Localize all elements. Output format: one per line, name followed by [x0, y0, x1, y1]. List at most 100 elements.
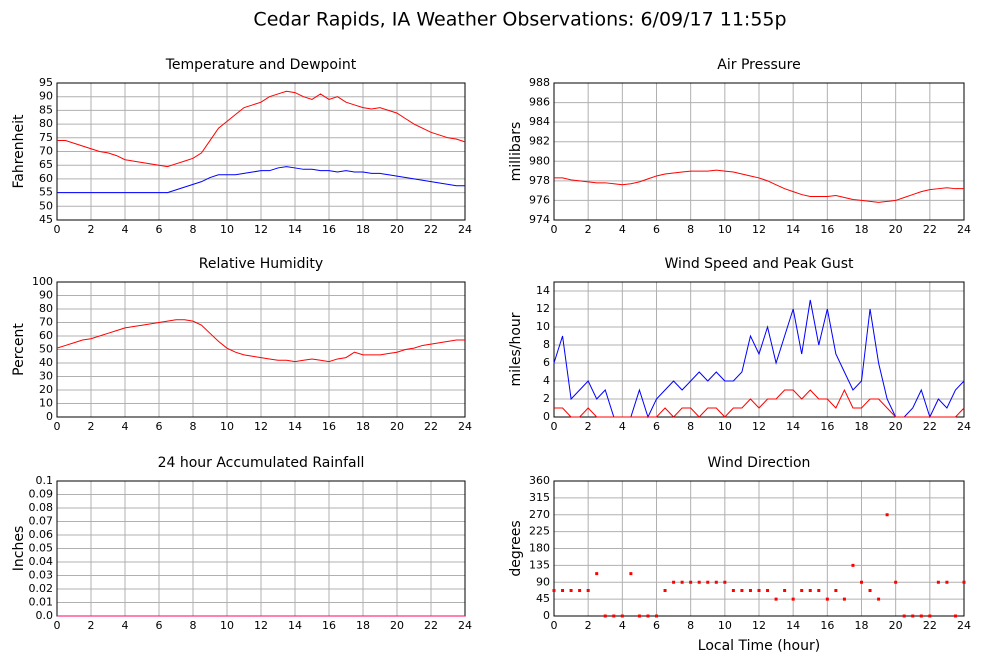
- x-tick-label: 12: [752, 223, 766, 236]
- data-point: [637, 614, 641, 618]
- subplot-title: Relative Humidity: [199, 256, 323, 272]
- y-tick-label: 225: [529, 525, 550, 538]
- data-point: [766, 589, 770, 592]
- x-tick-label: 6: [653, 420, 660, 433]
- y-axis-label: Fahrenheit: [11, 114, 27, 189]
- data-point: [697, 580, 701, 584]
- x-tick-label: 20: [889, 420, 903, 433]
- subplot-title: Wind Speed and Peak Gust: [665, 256, 854, 272]
- y-tick-label: 100: [32, 275, 53, 288]
- x-tick-label: 8: [687, 420, 694, 433]
- data-point: [928, 614, 932, 618]
- x-tick-label: 0: [551, 223, 558, 236]
- y-tick-label: 0: [543, 410, 550, 423]
- x-tick-label: 10: [718, 619, 732, 632]
- data-line: [554, 388, 965, 418]
- x-axis-label: Local Time (hour): [698, 638, 820, 654]
- x-tick-label: 24: [458, 420, 472, 433]
- y-tick-label: 70: [39, 145, 53, 158]
- y-tick-label: 90: [39, 289, 53, 302]
- plot-frame: [553, 480, 965, 617]
- y-tick-label: 55: [39, 186, 53, 199]
- y-axis-label: miles/hour: [508, 312, 524, 386]
- y-tick-label: 0.07: [29, 515, 54, 528]
- x-tick-label: 20: [889, 223, 903, 236]
- plot-frame: [553, 281, 965, 418]
- data-point: [817, 589, 821, 592]
- data-point: [953, 614, 957, 618]
- y-tick-label: 40: [39, 356, 53, 369]
- y-axis-label: millibars: [508, 122, 524, 182]
- x-tick-label: 14: [288, 619, 302, 632]
- y-tick-label: 85: [39, 103, 53, 116]
- y-tick-label: 0.05: [29, 542, 54, 555]
- x-tick-label: 14: [288, 420, 302, 433]
- data-point: [740, 589, 744, 592]
- subplot-title: Air Pressure: [717, 57, 800, 73]
- plot-frame: [553, 82, 965, 221]
- x-tick-label: 14: [786, 223, 800, 236]
- y-tick-label: 50: [39, 343, 53, 356]
- x-tick-label: 6: [156, 223, 163, 236]
- data-line: [554, 169, 964, 203]
- y-tick-label: 70: [39, 316, 53, 329]
- y-axis-label: degrees: [508, 520, 524, 576]
- y-tick-label: 0.0: [36, 609, 54, 622]
- x-tick-label: 12: [254, 420, 268, 433]
- x-tick-label: 8: [190, 223, 197, 236]
- subplot-title: Temperature and Dewpoint: [165, 57, 357, 73]
- y-tick-label: 6: [543, 356, 550, 369]
- y-tick-label: 8: [543, 338, 550, 351]
- data-point: [919, 614, 923, 618]
- data-point: [936, 580, 940, 584]
- y-axis-label: Inches: [11, 526, 27, 571]
- x-tick-label: 8: [687, 619, 694, 632]
- y-tick-label: 0: [543, 609, 550, 622]
- x-tick-label: 6: [653, 619, 660, 632]
- data-point: [885, 513, 889, 517]
- y-tick-label: 988: [529, 76, 550, 89]
- y-tick-label: 95: [39, 76, 53, 89]
- x-tick-label: 2: [88, 223, 95, 236]
- x-tick-label: 6: [156, 420, 163, 433]
- x-tick-label: 0: [54, 619, 61, 632]
- data-point: [663, 589, 667, 592]
- x-tick-label: 4: [122, 223, 129, 236]
- x-tick-label: 24: [957, 619, 971, 632]
- x-tick-label: 22: [424, 420, 438, 433]
- x-tick-label: 18: [855, 420, 869, 433]
- data-point: [962, 580, 966, 584]
- x-tick-label: 4: [619, 420, 626, 433]
- data-line: [57, 90, 466, 168]
- y-tick-label: 65: [39, 158, 53, 171]
- x-tick-label: 10: [718, 223, 732, 236]
- x-tick-label: 10: [220, 223, 234, 236]
- x-tick-label: 4: [619, 619, 626, 632]
- page-title: Cedar Rapids, IA Weather Observations: 6…: [253, 9, 786, 31]
- x-tick-label: 10: [220, 420, 234, 433]
- data-point: [868, 589, 872, 592]
- y-tick-label: 90: [536, 575, 550, 588]
- data-point: [902, 614, 906, 618]
- y-tick-label: 978: [529, 174, 550, 187]
- data-point: [561, 589, 565, 592]
- y-tick-label: 30: [39, 370, 53, 383]
- y-tick-label: 986: [529, 96, 550, 109]
- x-tick-label: 0: [551, 619, 558, 632]
- x-tick-label: 10: [220, 619, 234, 632]
- y-tick-label: 135: [529, 558, 550, 571]
- x-tick-label: 2: [585, 619, 592, 632]
- plot-frame: [56, 82, 466, 221]
- data-point: [552, 589, 556, 592]
- y-tick-label: 0.01: [29, 596, 54, 609]
- y-tick-label: 80: [39, 117, 53, 130]
- x-tick-label: 24: [957, 420, 971, 433]
- x-tick-label: 10: [718, 420, 732, 433]
- x-tick-label: 24: [458, 619, 472, 632]
- y-tick-label: 976: [529, 193, 550, 206]
- x-tick-label: 4: [619, 223, 626, 236]
- y-tick-label: 0.1: [36, 474, 54, 487]
- x-tick-label: 20: [390, 223, 404, 236]
- x-tick-label: 16: [322, 223, 336, 236]
